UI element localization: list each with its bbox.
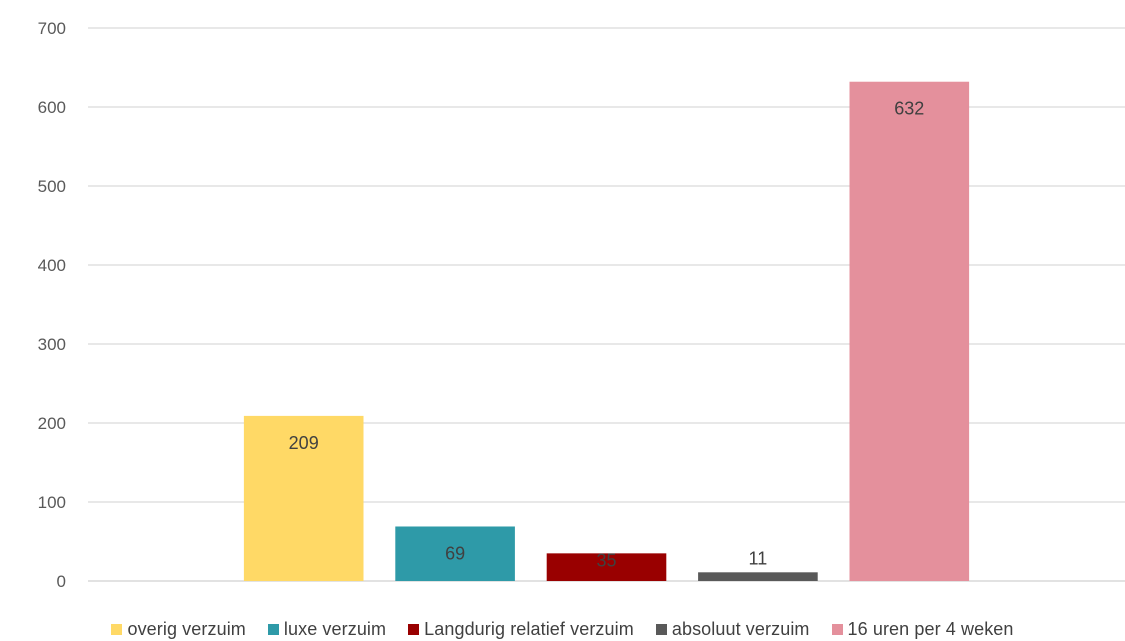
bars bbox=[243, 81, 970, 581]
data-label: 35 bbox=[596, 550, 616, 570]
bar-16-uren-per-4-weken bbox=[849, 81, 970, 581]
legend-item: overig verzuim bbox=[111, 619, 246, 640]
y-tick-label: 600 bbox=[38, 98, 66, 117]
bar-luxe-verzuim bbox=[395, 526, 515, 581]
legend-item: 16 uren per 4 weken bbox=[831, 619, 1014, 640]
legend-label: absoluut verzuim bbox=[671, 619, 810, 639]
legend-item: luxe verzuim bbox=[267, 619, 387, 640]
data-label: 632 bbox=[894, 99, 924, 119]
legend-swatch bbox=[267, 624, 279, 635]
data-label: 209 bbox=[289, 433, 319, 453]
gridlines bbox=[88, 27, 1125, 582]
y-tick-label: 0 bbox=[57, 572, 66, 591]
legend-item: Langdurig relatief verzuim bbox=[408, 619, 634, 640]
y-tick-label: 200 bbox=[38, 414, 66, 433]
legend-swatch bbox=[111, 624, 123, 635]
legend-label: 16 uren per 4 weken bbox=[847, 619, 1014, 639]
legend-swatch bbox=[408, 624, 420, 635]
legend-label: Langdurig relatief verzuim bbox=[424, 619, 634, 639]
data-label: 69 bbox=[445, 543, 465, 563]
legend: overig verzuim luxe verzuim Langdurig rela… bbox=[0, 618, 1125, 641]
legend-label: overig verzuim bbox=[127, 619, 246, 639]
data-label: 11 bbox=[749, 548, 768, 568]
legend-swatch bbox=[655, 624, 667, 635]
bar-langdurig-relatief-verzuim bbox=[546, 553, 667, 581]
y-tick-label: 500 bbox=[38, 177, 66, 196]
y-axis-tick-labels: 0 100 200 300 400 500 600 700 bbox=[38, 19, 66, 591]
data-labels: 209 69 35 11 632 bbox=[289, 99, 925, 571]
bar-chart: 0 100 200 300 400 500 600 700 209 69 35 11 632 bbox=[38, 19, 1125, 591]
y-tick-label: 700 bbox=[38, 19, 66, 38]
y-tick-label: 300 bbox=[38, 335, 66, 354]
y-tick-label: 100 bbox=[38, 493, 66, 512]
bar-overig-verzuim bbox=[243, 415, 364, 581]
legend-item: absoluut verzuim bbox=[655, 619, 810, 640]
legend-swatch bbox=[831, 624, 843, 635]
bar-absoluut-verzuim bbox=[698, 572, 818, 581]
y-tick-label: 400 bbox=[38, 256, 66, 275]
legend-label: luxe verzuim bbox=[283, 619, 387, 639]
